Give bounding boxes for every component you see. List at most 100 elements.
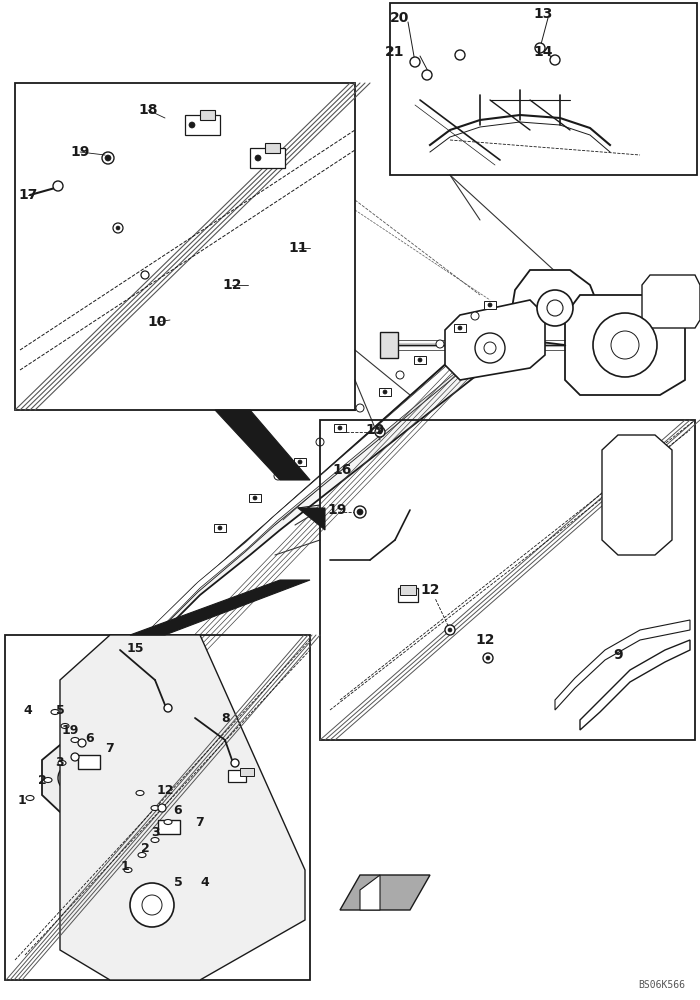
Text: 4: 4 xyxy=(201,876,209,888)
Text: 19: 19 xyxy=(62,724,78,736)
Circle shape xyxy=(298,460,302,464)
Bar xyxy=(185,115,220,135)
Text: 3: 3 xyxy=(150,826,160,838)
Text: 11: 11 xyxy=(288,241,308,255)
Circle shape xyxy=(142,895,162,915)
Ellipse shape xyxy=(151,806,159,810)
Circle shape xyxy=(436,340,444,348)
Bar xyxy=(214,524,226,532)
Polygon shape xyxy=(298,508,325,530)
Circle shape xyxy=(58,764,86,792)
Polygon shape xyxy=(602,435,672,555)
Circle shape xyxy=(116,226,120,230)
Bar xyxy=(158,820,180,834)
Polygon shape xyxy=(340,875,430,910)
Text: 1: 1 xyxy=(18,794,27,806)
Text: 1: 1 xyxy=(120,860,130,874)
Text: 5: 5 xyxy=(174,876,183,888)
Circle shape xyxy=(158,804,166,812)
Circle shape xyxy=(455,50,465,60)
Circle shape xyxy=(396,371,404,379)
Circle shape xyxy=(274,472,282,480)
Text: 4: 4 xyxy=(24,704,32,716)
Bar xyxy=(334,424,346,432)
Ellipse shape xyxy=(138,852,146,857)
Circle shape xyxy=(537,290,573,326)
Polygon shape xyxy=(445,300,545,380)
Polygon shape xyxy=(68,285,560,768)
Bar xyxy=(484,301,496,309)
Circle shape xyxy=(113,223,123,233)
Text: 19: 19 xyxy=(70,145,90,159)
Bar xyxy=(228,770,246,782)
Polygon shape xyxy=(215,410,310,480)
Polygon shape xyxy=(55,280,575,790)
Circle shape xyxy=(471,312,479,320)
Circle shape xyxy=(255,155,261,161)
Bar xyxy=(390,3,697,175)
Ellipse shape xyxy=(58,760,66,766)
Ellipse shape xyxy=(51,710,59,714)
Text: 15: 15 xyxy=(126,642,144,654)
Text: 19: 19 xyxy=(365,423,385,437)
Polygon shape xyxy=(72,284,555,762)
Bar xyxy=(249,494,261,502)
Bar xyxy=(320,420,695,740)
Bar xyxy=(200,110,215,120)
Text: 3: 3 xyxy=(56,756,64,768)
Text: 6: 6 xyxy=(174,804,182,816)
Bar xyxy=(454,324,466,332)
Circle shape xyxy=(253,496,257,500)
Circle shape xyxy=(422,70,432,80)
Circle shape xyxy=(418,358,422,362)
Circle shape xyxy=(410,57,420,67)
Ellipse shape xyxy=(44,778,52,782)
Circle shape xyxy=(611,331,639,359)
Bar xyxy=(78,755,100,769)
Bar xyxy=(398,588,418,602)
Text: 12: 12 xyxy=(475,633,495,647)
Bar xyxy=(15,83,355,410)
Circle shape xyxy=(484,342,496,354)
Bar xyxy=(265,143,280,153)
Text: 17: 17 xyxy=(18,188,38,202)
Circle shape xyxy=(354,506,366,518)
Circle shape xyxy=(316,438,324,446)
Polygon shape xyxy=(580,640,690,730)
Circle shape xyxy=(102,152,114,164)
Circle shape xyxy=(535,43,545,53)
Ellipse shape xyxy=(136,790,144,796)
Polygon shape xyxy=(60,635,305,980)
Circle shape xyxy=(475,333,505,363)
Circle shape xyxy=(547,300,563,316)
Bar xyxy=(294,458,306,466)
Circle shape xyxy=(383,390,387,394)
Bar xyxy=(380,332,398,358)
Text: 12: 12 xyxy=(156,784,174,796)
Bar xyxy=(250,148,285,168)
Text: BS06K566: BS06K566 xyxy=(638,980,685,990)
Text: 20: 20 xyxy=(391,11,409,25)
Circle shape xyxy=(66,772,78,784)
Bar xyxy=(400,585,416,595)
Text: 12: 12 xyxy=(420,583,440,597)
Text: 5: 5 xyxy=(55,704,64,716)
Text: 6: 6 xyxy=(85,732,94,744)
Text: 16: 16 xyxy=(332,463,351,477)
Text: 21: 21 xyxy=(385,45,405,59)
Text: 10: 10 xyxy=(147,315,167,329)
Polygon shape xyxy=(510,270,600,345)
Circle shape xyxy=(356,404,364,412)
Circle shape xyxy=(231,759,239,767)
Ellipse shape xyxy=(151,838,159,842)
Circle shape xyxy=(141,271,149,279)
Ellipse shape xyxy=(164,820,172,824)
Text: 2: 2 xyxy=(38,774,46,786)
Circle shape xyxy=(78,739,86,747)
Circle shape xyxy=(218,526,222,530)
Text: 12: 12 xyxy=(223,278,241,292)
Polygon shape xyxy=(565,295,685,395)
Polygon shape xyxy=(360,875,380,910)
Ellipse shape xyxy=(71,738,79,742)
Text: 2: 2 xyxy=(141,842,149,854)
